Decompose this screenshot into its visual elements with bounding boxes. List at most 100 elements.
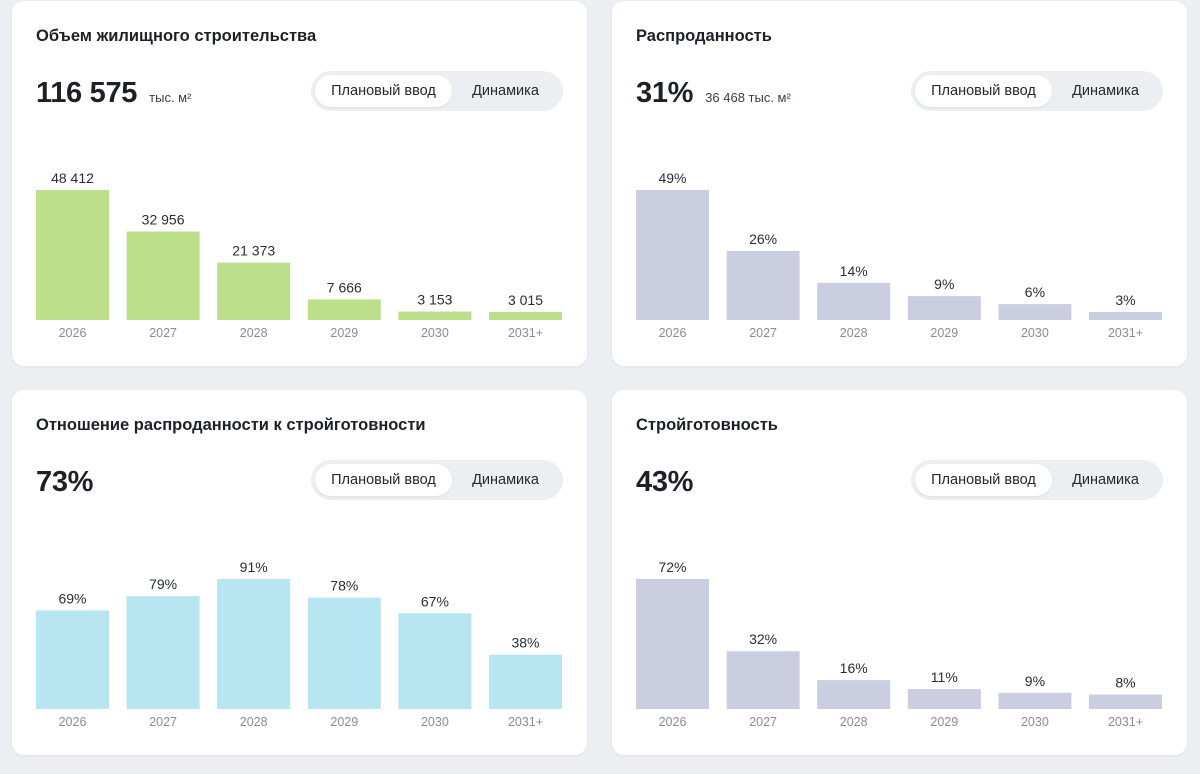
metric: 116 575 тыс. м²: [36, 77, 191, 110]
bar-2031+: [489, 311, 562, 320]
planned-input-tab[interactable]: Плановый ввод: [915, 464, 1052, 496]
dynamics-tab[interactable]: Динамика: [1072, 472, 1139, 488]
bar-2030: [398, 613, 472, 709]
x-tick-label: 2026: [659, 326, 687, 340]
bar-2031+: [1089, 312, 1162, 320]
card-title: Объем жилищного строительства: [36, 27, 317, 45]
planned-input-tab[interactable]: Плановый ввод: [315, 464, 452, 496]
bar-value-label: 91%: [240, 559, 268, 575]
dynamics-tab[interactable]: Динамика: [472, 472, 539, 488]
dynamics-tab[interactable]: Динамика: [1072, 83, 1139, 99]
bar-value-label: 72%: [658, 559, 686, 575]
bar-2027: [126, 231, 200, 320]
view-toggle: Плановый ввод Динамика: [911, 71, 1163, 111]
x-tick-label: 2029: [930, 715, 958, 729]
bar-value-label: 48 412: [51, 170, 94, 186]
bar-value-label: 9%: [934, 276, 954, 292]
metric-value: 116 575: [36, 77, 138, 109]
bar-2029: [307, 299, 381, 320]
bar-2026: [36, 190, 109, 320]
x-tick-label: 2030: [1021, 715, 1049, 729]
bar-value-label: 3 015: [508, 292, 543, 308]
bar-value-label: 3%: [1115, 292, 1135, 308]
bar-2027: [726, 251, 800, 320]
bar-2031+: [1089, 694, 1162, 709]
bar-value-label: 16%: [840, 660, 868, 676]
bar-value-label: 26%: [749, 231, 777, 247]
card-title: Отношение распроданности к стройготовнос…: [36, 416, 426, 434]
bar-value-label: 21 373: [232, 243, 275, 259]
bar-value-label: 6%: [1025, 284, 1045, 300]
x-tick-label: 2029: [930, 326, 958, 340]
x-tick-label: 2030: [421, 326, 449, 340]
card-housing-volume: Объем жилищного строительства 116 575 ты…: [12, 1, 587, 366]
view-toggle: Плановый ввод Динамика: [311, 460, 563, 500]
x-tick-label: 2026: [59, 715, 87, 729]
bar-value-label: 32%: [749, 631, 777, 647]
x-tick-label: 2028: [840, 326, 868, 340]
x-tick-label: 2031+: [508, 715, 543, 729]
x-tick-label: 2031+: [508, 326, 543, 340]
bar-2026: [636, 579, 709, 709]
x-tick-label: 2028: [240, 715, 268, 729]
bar-2028: [217, 579, 291, 709]
bar-2029: [307, 597, 381, 709]
x-tick-label: 2027: [149, 715, 177, 729]
bar-chart-housing-volume: 48 412 2026 32 956 2027 21 373 2028 7 666 2029 3…: [36, 170, 562, 340]
bar-value-label: 67%: [421, 593, 449, 609]
bar-2028: [217, 262, 291, 320]
metric-value: 31%: [636, 77, 694, 109]
bar-2028: [817, 282, 891, 320]
planned-input-tab[interactable]: Плановый ввод: [315, 75, 452, 107]
bar-2028: [817, 680, 891, 709]
metric-unit: тыс. м²: [149, 90, 192, 105]
metric: 31% 36 468 тыс. м²: [636, 77, 791, 110]
bar-2029: [907, 296, 981, 320]
x-tick-label: 2027: [749, 326, 777, 340]
x-tick-label: 2028: [240, 326, 268, 340]
bar-value-label: 32 956: [142, 212, 185, 228]
bar-value-label: 79%: [149, 576, 177, 592]
metric-value: 73%: [36, 466, 94, 498]
bar-chart-sales-to-readiness: 69% 2026 79% 2027 91% 2028 78% 2029 67% 2030 38% 20…: [36, 559, 562, 729]
view-toggle: Плановый ввод Динамика: [911, 460, 1163, 500]
bar-chart-construction-readiness: 72% 2026 32% 2027 16% 2028 11% 2029 9% 2030 8% 2031…: [636, 559, 1162, 729]
metric: 73%: [36, 466, 93, 499]
bar-value-label: 49%: [658, 170, 686, 186]
metric-area: 36 468 тыс. м²: [705, 90, 791, 105]
bar-value-label: 11%: [931, 669, 958, 685]
x-tick-label: 2031+: [1108, 326, 1143, 340]
x-tick-label: 2028: [840, 715, 868, 729]
x-tick-label: 2027: [149, 326, 177, 340]
bar-value-label: 78%: [330, 578, 358, 594]
bar-value-label: 14%: [840, 263, 868, 279]
bar-2030: [998, 692, 1072, 709]
bar-chart-sales-rate: 49% 2026 26% 2027 14% 2028 9% 2029 6% 2030 3% 2031+: [636, 170, 1162, 340]
x-tick-label: 2030: [1021, 326, 1049, 340]
bar-2027: [726, 651, 800, 709]
x-tick-label: 2027: [749, 715, 777, 729]
bar-2026: [36, 610, 109, 709]
bar-value-label: 7 666: [327, 279, 362, 295]
bar-2031+: [489, 654, 562, 709]
card-title: Стройготовность: [636, 416, 778, 434]
x-tick-label: 2029: [330, 715, 358, 729]
bar-2029: [907, 689, 981, 709]
dynamics-tab[interactable]: Динамика: [472, 83, 539, 99]
bar-2030: [398, 311, 472, 320]
planned-input-tab[interactable]: Плановый ввод: [915, 75, 1052, 107]
metric-value: 43%: [636, 466, 694, 498]
bar-2030: [998, 304, 1072, 320]
x-tick-label: 2031+: [1108, 715, 1143, 729]
bar-value-label: 9%: [1025, 673, 1045, 689]
bar-value-label: 38%: [511, 635, 539, 651]
x-tick-label: 2030: [421, 715, 449, 729]
bar-value-label: 3 153: [417, 292, 452, 308]
bar-2027: [126, 596, 200, 709]
x-tick-label: 2029: [330, 326, 358, 340]
x-tick-label: 2026: [59, 326, 87, 340]
card-construction-readiness: Стройготовность 43% Плановый ввод Динами…: [612, 390, 1187, 755]
view-toggle: Плановый ввод Динамика: [311, 71, 563, 111]
metric: 43%: [636, 466, 693, 499]
x-tick-label: 2026: [659, 715, 687, 729]
